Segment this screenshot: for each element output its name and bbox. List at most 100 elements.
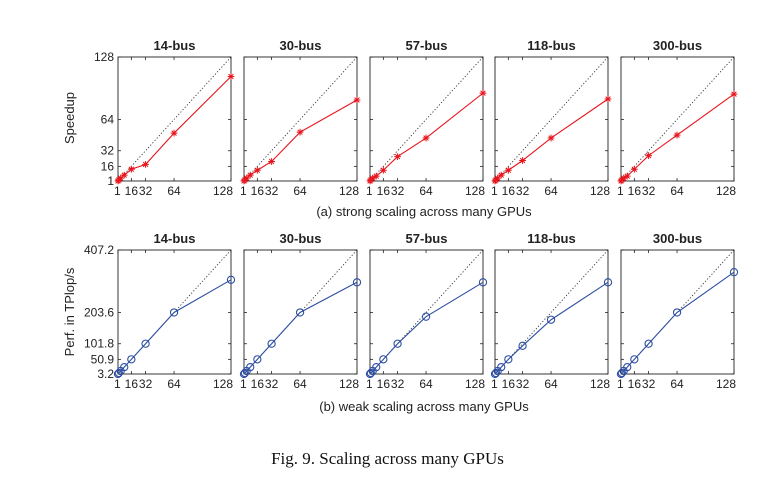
- data-point-circle: [114, 368, 124, 378]
- panel-title: 14-bus: [154, 38, 196, 53]
- data-point-circle: [490, 369, 500, 379]
- subcaption-strong: (a) strong scaling across many GPUs: [316, 204, 532, 219]
- subcaption-weak: (b) weak scaling across many GPUs: [319, 399, 529, 414]
- ideal-reference-line: [243, 56, 358, 182]
- x-tick-label: 32: [139, 184, 153, 198]
- plot-frame: [494, 56, 609, 182]
- x-tick-label: 16: [251, 184, 265, 198]
- x-tick-label: 32: [139, 377, 153, 391]
- data-point-circle: [267, 339, 276, 348]
- panel-title: 30-bus: [280, 38, 322, 53]
- data-point-star: [170, 129, 178, 137]
- x-tick-label: 128: [465, 377, 485, 391]
- data-point-star: [673, 131, 681, 139]
- x-tick-label: 32: [516, 184, 530, 198]
- data-point-circle: [352, 278, 362, 287]
- x-tick-label: 16: [377, 377, 391, 391]
- x-tick-label: 64: [293, 184, 307, 198]
- chart-panel-weak-1: 30-bus 1 16 32 64 128: [239, 231, 362, 391]
- data-point-circle: [603, 278, 613, 287]
- data-point-circle: [491, 368, 501, 378]
- plot-frame: [117, 249, 232, 375]
- data-point-circle: [546, 315, 556, 324]
- x-tick-label: 1: [240, 377, 247, 391]
- x-tick-label: 1: [491, 184, 498, 198]
- data-point-star: [519, 157, 526, 164]
- data-point-circle: [365, 369, 375, 379]
- data-point-circle: [617, 368, 627, 378]
- data-point-star: [623, 172, 631, 180]
- x-tick-label: 128: [213, 377, 233, 391]
- x-tick-label: 128: [716, 377, 736, 391]
- data-point-star: [604, 95, 612, 103]
- x-tick-label: 16: [502, 184, 516, 198]
- x-tick-label: 32: [265, 377, 279, 391]
- x-tick-label: 64: [544, 184, 558, 198]
- x-tick-label: 64: [670, 184, 684, 198]
- plot-frame: [117, 56, 232, 182]
- x-tick-label: 1: [617, 377, 624, 391]
- data-point-star: [394, 153, 401, 160]
- data-point-star: [479, 89, 487, 97]
- x-tick-label: 1: [114, 184, 121, 198]
- y-tick-label: 3.2: [97, 367, 114, 381]
- data-point-circle: [497, 363, 506, 372]
- data-point-circle: [379, 355, 388, 364]
- data-point-star: [379, 166, 387, 174]
- data-point-star: [497, 171, 505, 179]
- plot-frame: [369, 56, 484, 182]
- data-point-circle: [372, 363, 381, 372]
- y-tick-label: 16: [101, 159, 115, 173]
- y-tick-label: 50.9: [91, 352, 115, 366]
- x-tick-label: 16: [251, 377, 265, 391]
- data-point-circle: [366, 368, 376, 378]
- y-tick-label: 1: [107, 174, 114, 188]
- y-tick-label: 407.2: [84, 243, 114, 257]
- series-line: [243, 99, 358, 182]
- x-tick-label: 16: [502, 377, 516, 391]
- ideal-reference-line: [117, 56, 232, 182]
- x-tick-label: 64: [419, 377, 433, 391]
- x-tick-label: 1: [491, 377, 498, 391]
- data-point-circle: [504, 355, 513, 364]
- data-point-circle: [295, 308, 305, 317]
- ylabel-strong: Speedup: [62, 92, 77, 144]
- data-point-circle: [169, 308, 179, 317]
- panel-title: 30-bus: [280, 231, 322, 246]
- data-point-circle: [120, 363, 129, 372]
- series-line: [620, 271, 735, 375]
- ideal-reference-line: [369, 56, 484, 182]
- x-tick-label: 64: [293, 377, 307, 391]
- data-point-star: [127, 165, 135, 173]
- data-point-circle: [421, 312, 431, 321]
- data-point-star: [494, 174, 502, 182]
- x-tick-label: 32: [391, 184, 405, 198]
- panel-title: 118-bus: [527, 231, 575, 246]
- data-point-star: [117, 174, 125, 182]
- plot-frame: [620, 56, 735, 182]
- x-tick-label: 128: [590, 184, 610, 198]
- ylabel-weak: Perf. in TPlop/s: [62, 267, 77, 356]
- series-line: [117, 76, 232, 182]
- y-tick-label: 128: [94, 50, 114, 64]
- x-tick-label: 128: [716, 184, 736, 198]
- ideal-reference-line: [494, 56, 609, 182]
- ideal-reference-line: [620, 56, 735, 182]
- panel-title: 118-bus: [527, 38, 575, 53]
- x-tick-label: 64: [167, 184, 181, 198]
- x-tick-label: 32: [516, 377, 530, 391]
- data-point-circle: [630, 355, 639, 364]
- figure-caption: Fig. 9. Scaling across many GPUs: [271, 449, 504, 468]
- x-tick-label: 64: [167, 377, 181, 391]
- chart-panel-weak-3: 118-bus 1 16 32 64 128: [490, 231, 613, 391]
- x-tick-label: 64: [544, 377, 558, 391]
- data-point-star: [243, 174, 251, 182]
- x-tick-label: 128: [465, 184, 485, 198]
- y-tick-label: 203.6: [84, 305, 114, 319]
- x-tick-label: 1: [366, 184, 373, 198]
- data-point-star: [645, 152, 652, 160]
- data-point-star: [547, 134, 555, 142]
- series-line: [369, 281, 484, 375]
